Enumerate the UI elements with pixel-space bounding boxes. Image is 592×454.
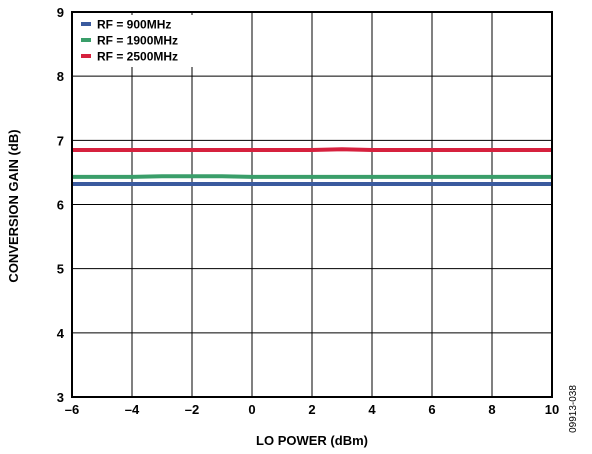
x-tick-label: –4: [125, 402, 140, 417]
y-tick-label: 3: [57, 390, 64, 405]
figure-id: 09913-038: [568, 385, 579, 433]
legend: RF = 900MHz RF = 1900MHz RF = 2500MHz: [75, 15, 225, 67]
grid: [71, 11, 553, 398]
x-tick-label: 8: [488, 402, 495, 417]
legend-background: [75, 15, 225, 67]
series-lines: [72, 147, 552, 186]
x-tick-label: 2: [308, 402, 315, 417]
series-line: [72, 174, 552, 179]
x-tick-label: 0: [248, 402, 255, 417]
x-tick-label: 4: [368, 402, 376, 417]
legend-label: RF = 2500MHz: [97, 50, 178, 64]
x-tick-labels: –6 –4 –2 0 2 4 6 8 10: [65, 402, 559, 417]
y-tick-labels: 3 4 5 6 7 8 9: [57, 5, 65, 405]
y-tick-label: 6: [57, 198, 64, 213]
series-line: [72, 147, 552, 152]
x-tick-label: 10: [545, 402, 559, 417]
legend-label: RF = 900MHz: [97, 18, 171, 32]
y-tick-label: 4: [57, 326, 65, 341]
x-tick-label: –2: [185, 402, 199, 417]
x-tick-label: 6: [428, 402, 435, 417]
y-tick-label: 5: [57, 262, 64, 277]
y-tick-label: 7: [57, 133, 64, 148]
x-axis-label: LO POWER (dBm): [256, 433, 368, 448]
legend-label: RF = 1900MHz: [97, 34, 178, 48]
x-tick-label: –6: [65, 402, 79, 417]
plot-frame: [71, 11, 553, 398]
y-axis-label: CONVERSION GAIN (dB): [6, 129, 21, 282]
y-tick-label: 8: [57, 69, 64, 84]
y-tick-label: 9: [57, 5, 64, 20]
